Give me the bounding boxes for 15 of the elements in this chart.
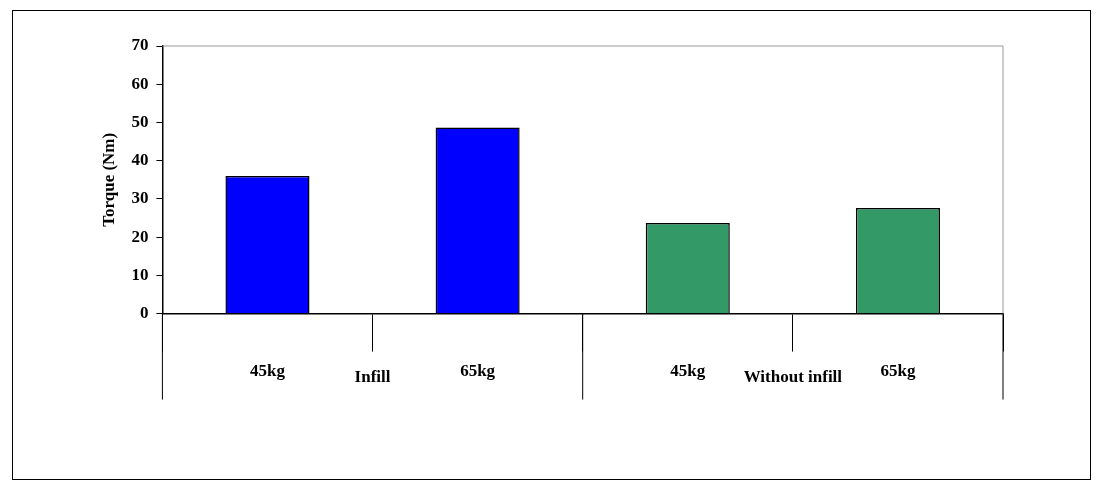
y-tick-label: 60 [131,73,149,93]
y-tick-label: 70 [131,35,149,55]
y-tick-label: 30 [131,188,149,208]
y-tick-label: 20 [131,226,149,246]
x-tick-label: 65kg [880,361,916,381]
x-tick-label: 45kg [249,361,286,381]
y-axis-title: Torque (Nm) [98,132,118,227]
y-tick-label: 50 [131,111,149,131]
text: Infill [354,366,391,386]
y-tick-label: 40 [131,150,149,170]
x-tick-label: 45kg [670,361,706,381]
x-tick-label: 65kg [460,361,496,381]
y-tick-label: 0 [139,302,149,322]
text: Without infill [743,366,843,386]
y-tick-label: 10 [131,264,149,284]
